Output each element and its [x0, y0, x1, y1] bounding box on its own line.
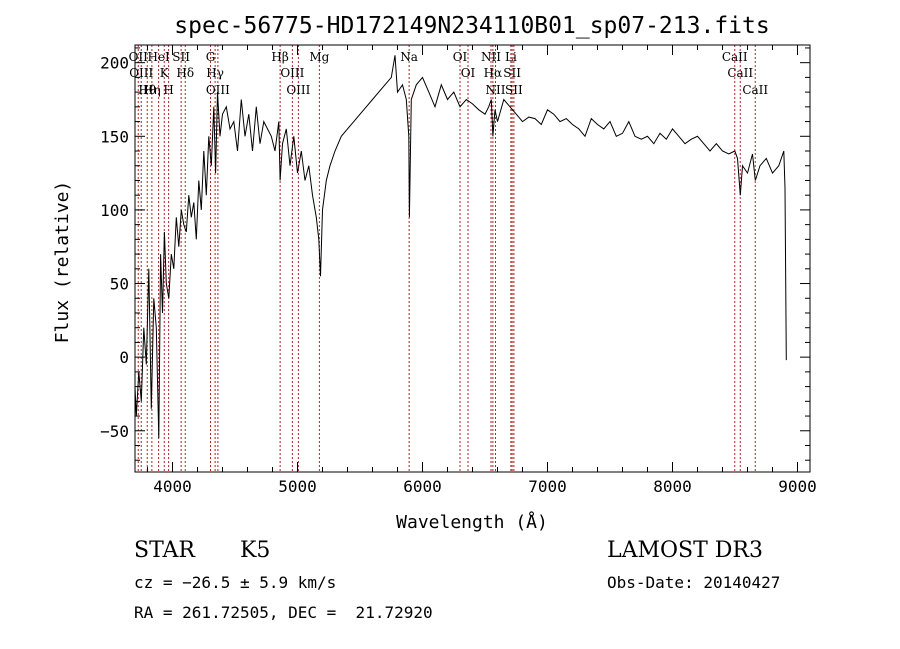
- ra-dec: RA = 261.72505, DEC = 21.72920: [134, 603, 433, 622]
- spectrum-chart: spec-56775-HD172149N234110B01_sp07-213.f…: [52, 13, 817, 533]
- plot-frame: [134, 44, 811, 473]
- survey-name: LAMOST DR3: [607, 538, 763, 563]
- observation-date: Obs-Date: 20140427: [607, 573, 781, 592]
- line-label-18: OI: [461, 66, 476, 80]
- y-tick-label-1: 0: [119, 348, 129, 367]
- spectral-line-markers: [137, 45, 756, 472]
- line-label-21: NII: [486, 83, 506, 97]
- line-label-0: OII: [129, 50, 149, 64]
- x-tick-label-0: 4000: [153, 477, 192, 496]
- x-tick-labels: 4000 5000 6000 7000 8000 9000: [153, 477, 817, 496]
- line-label-1: OIII: [129, 66, 153, 80]
- y-axis-label: Flux (relative): [52, 181, 73, 344]
- x-tick-label-2: 6000: [403, 477, 442, 496]
- object-subclass: K5: [240, 538, 271, 563]
- line-label-8: Hδ: [176, 66, 194, 80]
- x-axis-label: Wavelength (Å): [396, 511, 548, 533]
- y-tick-label-5: 200: [100, 54, 129, 73]
- y-tick-labels: −50 0 50 100 150 200: [100, 54, 129, 441]
- line-label-17: OI: [453, 50, 468, 64]
- line-label-4: HeI: [147, 50, 170, 64]
- line-label-5: K: [160, 66, 170, 80]
- line-label-3: Hη: [143, 83, 161, 97]
- chart-title: spec-56775-HD172149N234110B01_sp07-213.f…: [174, 13, 769, 39]
- line-label-11: OIII: [206, 83, 230, 97]
- line-label-13: OIII: [280, 66, 304, 80]
- line-label-24: SII: [505, 83, 523, 97]
- flux-series-line: [134, 55, 787, 439]
- y-tick-label-2: 50: [110, 275, 129, 294]
- axis-ticks: [135, 45, 810, 472]
- line-label-23: SII: [503, 66, 521, 80]
- line-label-27: CaII: [742, 83, 768, 97]
- line-label-20: Hα: [484, 66, 503, 80]
- line-label-2: Hθ: [138, 83, 156, 97]
- line-label-26: CaII: [727, 66, 753, 80]
- line-label-9: G: [206, 50, 216, 64]
- line-label-12: Hβ: [271, 50, 288, 64]
- line-label-6: H: [163, 83, 173, 97]
- line-label-22: Li: [505, 50, 517, 64]
- y-tick-label-4: 150: [100, 127, 129, 146]
- line-label-7: SII: [172, 50, 190, 64]
- y-tick-label-0: −50: [100, 422, 129, 441]
- x-tick-label-5: 9000: [778, 477, 817, 496]
- object-class: STAR: [134, 538, 195, 563]
- line-label-25: CaII: [722, 50, 748, 64]
- line-label-19: NII: [481, 50, 501, 64]
- redshift-cz: cz = −26.5 ± 5.9 km/s: [134, 573, 337, 592]
- x-tick-label-4: 8000: [653, 477, 692, 496]
- line-label-14: OIII: [286, 83, 310, 97]
- line-label-10: Hγ: [206, 66, 224, 80]
- x-tick-label-3: 7000: [528, 477, 567, 496]
- line-label-15: Mg: [309, 50, 329, 64]
- line-label-16: Na: [400, 50, 418, 64]
- x-tick-label-1: 5000: [278, 477, 317, 496]
- y-tick-label-3: 100: [100, 201, 129, 220]
